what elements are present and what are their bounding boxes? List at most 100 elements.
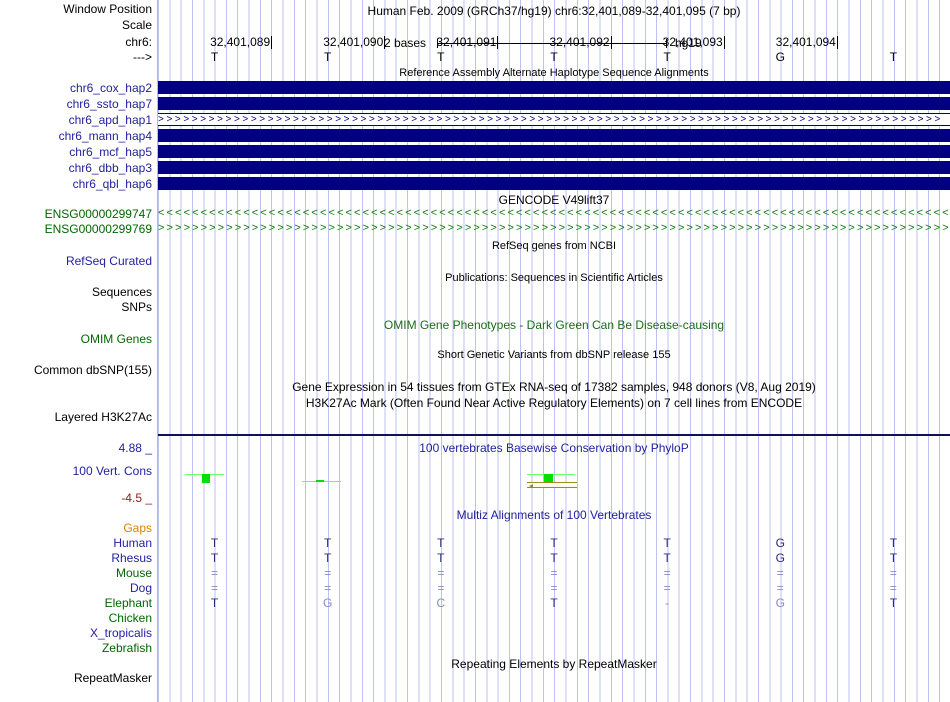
haplotype-alignment-bar[interactable] — [158, 97, 950, 110]
repeatmasker-row[interactable]: RepeatMasker — [0, 671, 950, 686]
refseq-curated-label[interactable]: RefSeq Curated — [65, 254, 152, 268]
gencode-gene-row[interactable]: ENSG00000299747 — [0, 207, 950, 222]
scale-bar-text: 2 bases — [384, 36, 427, 50]
species-alignment-row[interactable] — [158, 626, 950, 641]
haplotype-label[interactable]: chr6_mann_hap4 — [58, 129, 152, 143]
species-row[interactable]: Human — [0, 536, 950, 551]
alignment-base: T — [324, 551, 332, 565]
gencode-gene-label[interactable]: ENSG00000299769 — [44, 222, 152, 236]
layered-h3k27ac-label[interactable]: Layered H3K27Ac — [54, 410, 152, 424]
snps-row[interactable]: SNPs — [0, 300, 950, 315]
gencode-gene-row[interactable]: ENSG00000299769 — [0, 222, 950, 237]
gene-strand-reverse-arrows[interactable]: <<<<<<<<<<<<<<<<<<<<<<<<<<<<<<<<<<<<<<<<… — [158, 207, 950, 219]
phylop-conservation-plot[interactable] — [158, 440, 950, 498]
alignment-base: = — [889, 581, 897, 595]
alignment-base: C — [436, 596, 446, 610]
reference-base-T: T — [324, 50, 332, 64]
alignment-base: G — [775, 536, 785, 550]
species-label[interactable]: Zebrafish — [101, 641, 152, 655]
window-position-row: Window Position Human Feb. 2009 (GRCh37/… — [0, 2, 950, 18]
haplotype-label[interactable]: chr6_ssto_hap7 — [66, 97, 152, 111]
alignment-base: = — [324, 566, 332, 580]
alignment-base: = — [550, 566, 558, 580]
species-row[interactable]: X_tropicalis — [0, 626, 950, 641]
h3k27ac-baseline — [158, 434, 950, 436]
reference-base-T: T — [437, 50, 445, 64]
species-label[interactable]: Rhesus — [111, 551, 152, 565]
refseq-track-title: RefSeq genes from NCBI — [491, 240, 617, 252]
common-dbsnp-label[interactable]: Common dbSNP(155) — [33, 363, 152, 377]
sequences-label[interactable]: Sequences — [91, 285, 152, 299]
species-label[interactable]: Elephant — [104, 596, 152, 610]
phylop-track-label[interactable]: 100 Vert. Cons — [72, 464, 152, 478]
species-alignment-row[interactable]: = = = = = = = — [158, 566, 950, 581]
coordinate-ticks[interactable]: 32,401,089 32,401,090 32,401,091 32,401,092… — [158, 35, 950, 50]
coordinate-label: 32,401,093 — [662, 35, 723, 49]
haplotype-alignment-bar[interactable] — [158, 177, 950, 190]
species-row[interactable]: Elephant — [0, 596, 950, 611]
coordinate-tick — [384, 36, 386, 49]
layered-h3k27ac-row[interactable]: Layered H3K27Ac — [0, 410, 950, 425]
species-row[interactable]: Zebrafish — [0, 641, 950, 656]
alignment-base: T — [210, 551, 219, 565]
species-row[interactable]: Mouse — [0, 566, 950, 581]
alignment-gap-marker — [527, 482, 577, 488]
haplotype-row[interactable]: chr6_qbl_hap6 — [0, 177, 950, 192]
h3k27ac-track-title: H3K27Ac Mark (Often Found Near Active Re… — [305, 396, 803, 410]
omim-track-title: OMIM Gene Phenotypes - Dark Green Can Be… — [383, 318, 725, 332]
alignment-base: = — [776, 566, 784, 580]
haplotype-alignment-bar[interactable] — [158, 81, 950, 94]
species-label[interactable]: Dog — [129, 581, 152, 595]
reference-base-T: T — [210, 50, 219, 64]
species-label[interactable]: Human — [113, 536, 152, 550]
common-dbsnp-row[interactable]: Common dbSNP(155) — [0, 363, 950, 378]
sequences-row[interactable]: Sequences — [0, 285, 950, 300]
haplotype-label[interactable]: chr6_cox_hap2 — [69, 81, 152, 95]
gene-strand-forward-arrows[interactable]: >>>>>>>>>>>>>>>>>>>>>>>>>>>>>>>>>>>>>>>>… — [158, 222, 950, 234]
haplotype-row[interactable]: chr6_ssto_hap7 — [0, 97, 950, 112]
species-label[interactable]: Chicken — [108, 611, 152, 625]
alignment-base: T — [889, 536, 898, 550]
haplotype-row[interactable]: chr6_mcf_hap5 — [0, 145, 950, 160]
repeatmasker-label[interactable]: RepeatMasker — [73, 671, 152, 685]
species-row[interactable]: Dog — [0, 581, 950, 596]
chrom-label: chr6: — [125, 35, 152, 49]
phylop-track-row[interactable]: 100 Vert. Cons — [0, 464, 950, 479]
haplotype-label[interactable]: chr6_dbb_hap3 — [68, 161, 152, 175]
haplotype-row[interactable]: chr6_apd_hap1 — [0, 113, 950, 128]
omim-genes-row[interactable]: OMIM Genes — [0, 332, 950, 347]
haplotype-label[interactable]: chr6_mcf_hap5 — [69, 145, 152, 159]
haplotype-row[interactable]: chr6_cox_hap2 — [0, 81, 950, 96]
haplotype-label[interactable]: chr6_apd_hap1 — [68, 113, 152, 127]
phylop-max-row: 4.88 _ — [0, 441, 950, 456]
haplotype-label[interactable]: chr6_qbl_hap6 — [72, 177, 152, 191]
haplotype-row[interactable]: chr6_dbb_hap3 — [0, 161, 950, 176]
alignment-base: T — [324, 536, 332, 550]
coordinate-tick — [610, 36, 612, 49]
haplotype-alignment-bar[interactable] — [158, 145, 950, 158]
haplotype-alignment-bar[interactable] — [158, 161, 950, 174]
species-alignment-row[interactable] — [158, 611, 950, 626]
gaps-row[interactable]: Gaps — [0, 521, 950, 536]
species-row[interactable]: Rhesus — [0, 551, 950, 566]
species-alignment-row[interactable] — [158, 641, 950, 656]
haplotype-alignment-bar[interactable]: >>>>>>>>>>>>>>>>>>>>>>>>>>>>>>>>>>>>>>>>… — [158, 113, 950, 126]
species-alignment-row[interactable]: = = = = = = = — [158, 581, 950, 596]
coordinate-ruler-row[interactable]: chr6: 32,401,089 32,401,090 32,401,091 32,4… — [0, 35, 950, 50]
snps-label[interactable]: SNPs — [121, 300, 152, 314]
alignment-base: = — [889, 566, 897, 580]
species-label[interactable]: X_tropicalis — [89, 626, 152, 640]
species-row[interactable]: Chicken — [0, 611, 950, 626]
refseq-curated-row[interactable]: RefSeq Curated — [0, 254, 950, 269]
gaps-label[interactable]: Gaps — [123, 521, 152, 535]
haplotype-row[interactable]: chr6_mann_hap4 — [0, 129, 950, 144]
gencode-gene-label[interactable]: ENSG00000299747 — [44, 207, 152, 221]
haplotype-alignment-bar[interactable] — [158, 129, 950, 142]
omim-genes-label[interactable]: OMIM Genes — [80, 332, 152, 346]
species-label[interactable]: Mouse — [115, 566, 152, 580]
